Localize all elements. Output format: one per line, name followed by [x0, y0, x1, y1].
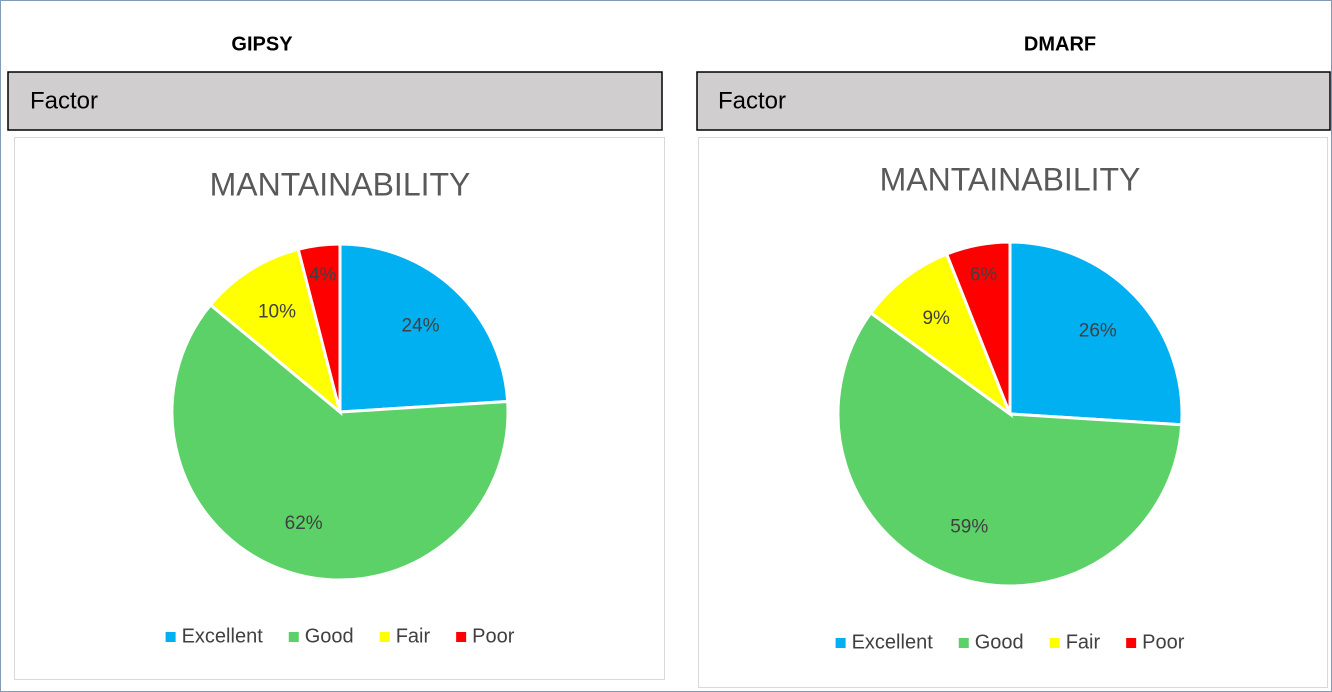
pie-slice	[338, 242, 510, 414]
legend-label: Poor	[1142, 631, 1185, 653]
data-label: 4%	[309, 264, 337, 285]
legend-swatch	[456, 632, 467, 642]
pie-slice	[944, 240, 1012, 415]
pie-slice	[296, 242, 342, 413]
pie-slice	[1008, 240, 1184, 427]
legend-label: Good	[305, 625, 354, 647]
legend-swatch	[288, 632, 299, 642]
pie-slice	[836, 310, 1184, 588]
panel-heading: DMARF	[1024, 33, 1096, 55]
chart-title: MANTAINABILITY	[880, 161, 1141, 197]
factor-bar	[696, 71, 1331, 131]
legend-swatch	[1126, 638, 1137, 648]
legend-swatch	[835, 638, 846, 648]
data-label: 59%	[950, 516, 988, 537]
legend-swatch	[958, 638, 969, 648]
data-label: 24%	[401, 315, 439, 336]
legend-label: Good	[975, 631, 1024, 653]
legend-label: Excellent	[852, 631, 934, 653]
factor-bar	[7, 71, 663, 131]
factor-label: Factor	[718, 87, 786, 114]
pie-slice	[170, 302, 510, 582]
panel-heading: GIPSY	[231, 33, 293, 55]
legend-swatch	[379, 632, 390, 642]
data-label: 10%	[258, 302, 296, 323]
legend-label: Fair	[1066, 631, 1101, 653]
factor-label: Factor	[30, 87, 98, 114]
legend-swatch	[1049, 638, 1060, 648]
legend-label: Fair	[396, 625, 431, 647]
pie-slice	[868, 252, 1014, 419]
legend-label: Excellent	[182, 625, 264, 647]
chart-title: MANTAINABILITY	[210, 166, 471, 202]
data-label: 9%	[922, 308, 950, 329]
data-label: 6%	[970, 264, 998, 285]
legend-label: Poor	[472, 625, 515, 647]
legend-swatch	[165, 632, 176, 642]
data-label: 26%	[1079, 321, 1117, 342]
data-label: 62%	[285, 513, 323, 534]
